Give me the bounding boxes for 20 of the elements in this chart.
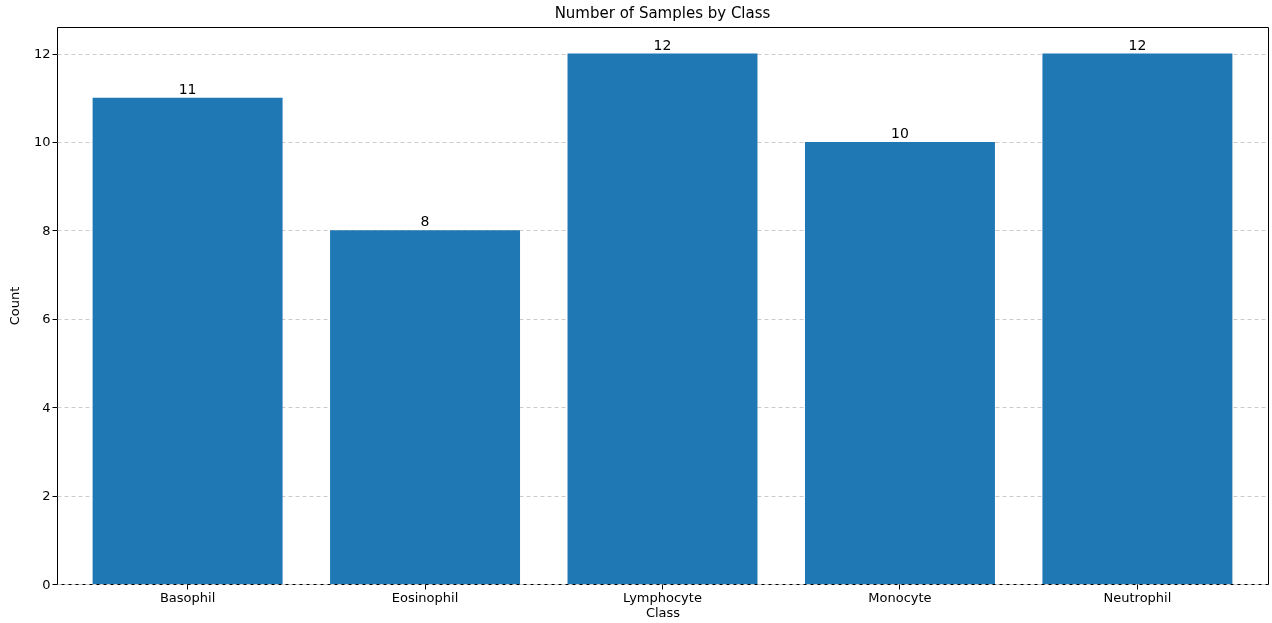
x-tick-label: Lymphocyte <box>623 589 702 605</box>
y-tick-label: 12 <box>33 46 51 62</box>
y-tick-label: 6 <box>42 311 51 327</box>
y-axis-title: Count <box>6 286 22 326</box>
x-tick-label: Basophil <box>159 589 216 605</box>
y-tick-label: 4 <box>42 399 51 415</box>
data-label: 12 <box>653 36 672 53</box>
x-axis-title: Class <box>645 604 681 620</box>
y-tick-label: 10 <box>33 134 51 150</box>
x-tick-label: Monocyte <box>868 589 932 605</box>
y-tick-label: 8 <box>42 222 51 238</box>
y-tick-label: 0 <box>42 576 51 592</box>
data-label: 8 <box>420 213 430 230</box>
data-label: 12 <box>1128 36 1147 53</box>
chart-title: Number of Samples by Class <box>554 4 771 22</box>
x-tick-label: Eosinophil <box>391 589 459 605</box>
x-tick-label: Neutrophil <box>1103 589 1172 605</box>
data-label: 11 <box>178 80 197 97</box>
y-tick-label: 2 <box>42 488 51 504</box>
data-label: 10 <box>891 124 909 141</box>
